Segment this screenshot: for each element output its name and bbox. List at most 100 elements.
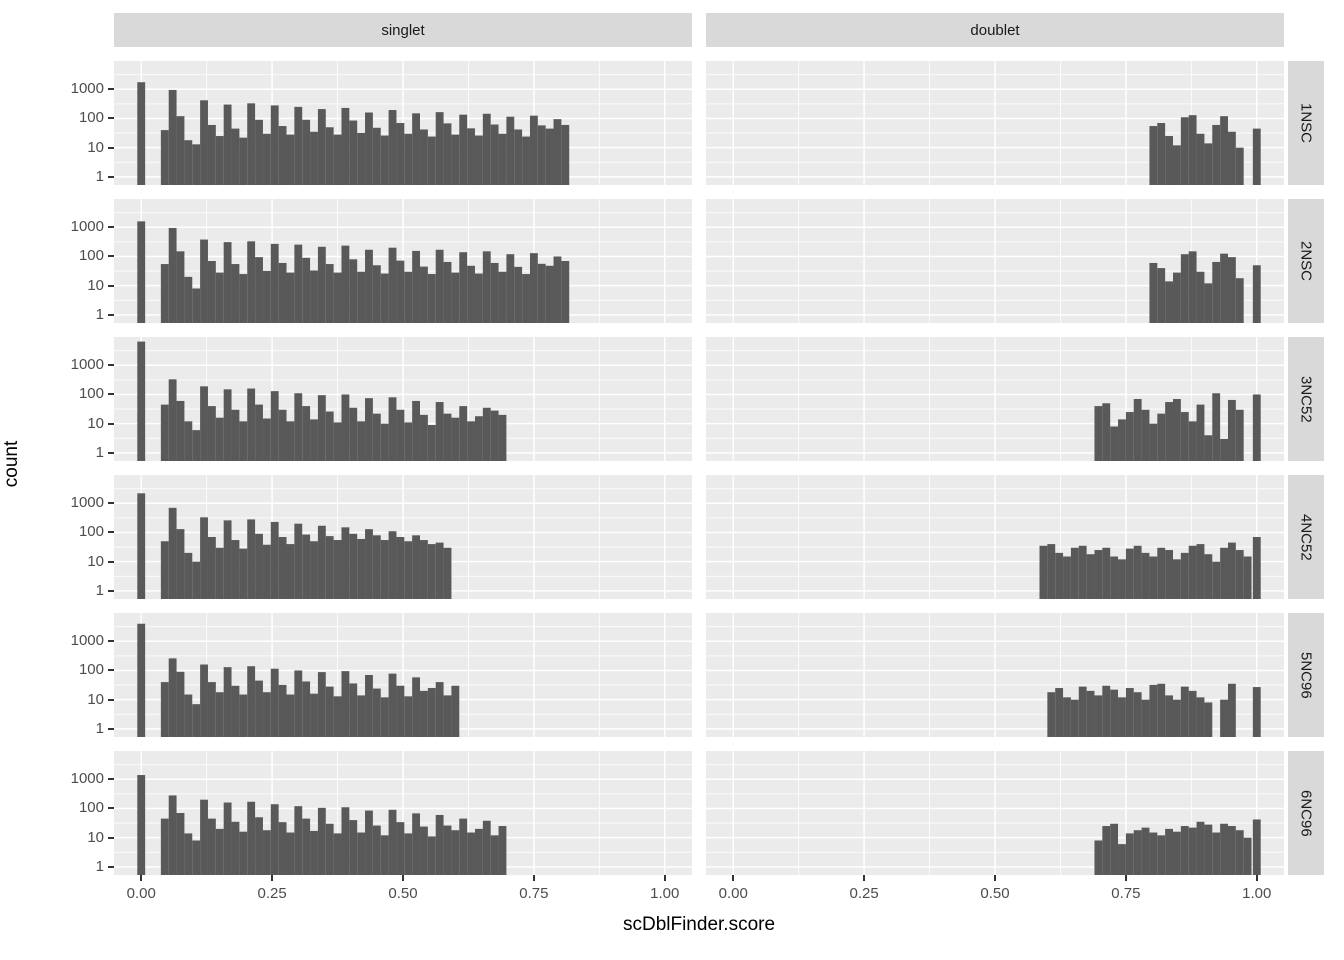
histogram-bar — [365, 398, 373, 461]
histogram-bar — [341, 671, 350, 737]
histogram-bar — [1094, 406, 1103, 461]
histogram-bar — [255, 404, 263, 461]
histogram-bar — [1149, 423, 1158, 461]
histogram-bar — [514, 129, 523, 185]
x-tick-label: 0.50 — [388, 885, 418, 902]
histogram-bar — [137, 493, 146, 599]
histogram-bar — [192, 144, 201, 185]
histogram-bar — [1188, 827, 1197, 875]
histogram-bar — [443, 413, 452, 461]
histogram-bar — [1102, 826, 1111, 875]
histogram-bar — [372, 688, 381, 737]
histogram-bar — [255, 680, 263, 737]
histogram-bar — [1125, 412, 1134, 461]
histogram-bar — [286, 421, 295, 461]
x-tick-label: 1.00 — [650, 885, 680, 902]
histogram-bar — [176, 116, 185, 185]
histogram-bar — [1180, 686, 1189, 737]
histogram-bar — [278, 822, 287, 875]
histogram-bar — [420, 540, 428, 599]
histogram-bar — [1133, 399, 1142, 461]
histogram-bar — [1070, 547, 1079, 599]
histogram-bar — [247, 103, 256, 185]
histogram-bar — [474, 135, 483, 185]
histogram-bar — [451, 417, 460, 461]
y-tick-mark — [108, 589, 114, 592]
histogram-bar — [1125, 688, 1134, 737]
histogram-bar — [333, 833, 342, 875]
y-tick-label: 1 — [95, 857, 104, 875]
histogram-bar — [294, 806, 303, 875]
histogram-bar — [278, 409, 287, 461]
histogram-bar — [1252, 537, 1261, 599]
histogram-bar — [1196, 404, 1205, 461]
histogram-bar — [200, 664, 208, 737]
histogram-bar — [302, 534, 311, 599]
histogram-bar — [255, 119, 263, 185]
histogram-bar — [270, 804, 279, 875]
histogram-bar — [1220, 823, 1228, 875]
x-axis-title: scDblFinder.score — [622, 914, 776, 935]
panel-doublet-1NSC — [706, 61, 1284, 185]
histogram-bar — [490, 410, 499, 461]
y-tick-label: 1 — [95, 443, 104, 461]
histogram-bar — [168, 89, 177, 185]
histogram-bar — [357, 695, 366, 737]
histogram-bar — [160, 541, 169, 599]
histogram-bar — [1102, 685, 1111, 737]
histogram-bar — [231, 128, 240, 185]
histogram-bar — [1252, 265, 1261, 323]
histogram-bar — [1118, 559, 1126, 599]
panel-singlet-5NC96 — [114, 613, 692, 737]
histogram-bar — [184, 694, 193, 737]
histogram-bar — [1252, 819, 1261, 875]
histogram-bar — [443, 547, 452, 599]
y-tick-label: 1000 — [70, 80, 104, 98]
histogram-bar — [200, 799, 208, 875]
histogram-bar — [1188, 115, 1197, 185]
histogram-bar — [1173, 831, 1181, 875]
y-tick-mark — [108, 502, 114, 505]
histogram-bar — [317, 395, 326, 461]
histogram-bar — [160, 264, 169, 323]
histogram-bar — [1141, 827, 1150, 875]
histogram-bar — [1220, 699, 1228, 737]
histogram-bar — [239, 137, 248, 185]
histogram-bar — [137, 775, 146, 875]
histogram-bar — [184, 276, 193, 323]
x-tick-mark — [1124, 875, 1127, 881]
y-tick-mark — [108, 531, 114, 534]
histogram-bar — [1141, 409, 1150, 461]
x-tick-mark — [402, 875, 404, 881]
histogram-bar — [357, 421, 366, 461]
y-tick-label: 1000 — [70, 218, 104, 236]
y-tick-label: 1000 — [70, 632, 104, 650]
histogram-bar — [1204, 824, 1213, 875]
y-tick-mark — [108, 146, 114, 149]
histogram-bar — [262, 133, 271, 185]
histogram-bar — [247, 519, 256, 599]
histogram-bar — [1157, 683, 1166, 737]
histogram-bar — [207, 537, 216, 599]
histogram-bar — [1149, 556, 1158, 599]
panel-doublet-3NC52 — [706, 337, 1284, 461]
histogram-bar — [537, 125, 546, 185]
histogram-bar — [207, 124, 216, 185]
histogram-bar — [1173, 145, 1181, 185]
facet-strip-3NC52: 3NC52 — [1288, 337, 1324, 461]
histogram-bar — [1141, 552, 1150, 599]
histogram-bar — [1235, 278, 1244, 323]
histogram-bar — [215, 136, 224, 185]
histogram-bar — [255, 257, 263, 323]
histogram-bar — [435, 249, 444, 323]
y-tick-mark — [108, 226, 114, 229]
histogram-bar — [1157, 413, 1166, 461]
histogram-bar — [325, 823, 334, 875]
histogram-bar — [1196, 133, 1205, 185]
histogram-bar — [435, 814, 444, 875]
histogram-bar — [325, 686, 334, 737]
histogram-bar — [388, 809, 397, 875]
histogram-bar — [380, 697, 389, 737]
histogram-bar — [200, 386, 208, 461]
histogram-bar — [262, 270, 271, 323]
